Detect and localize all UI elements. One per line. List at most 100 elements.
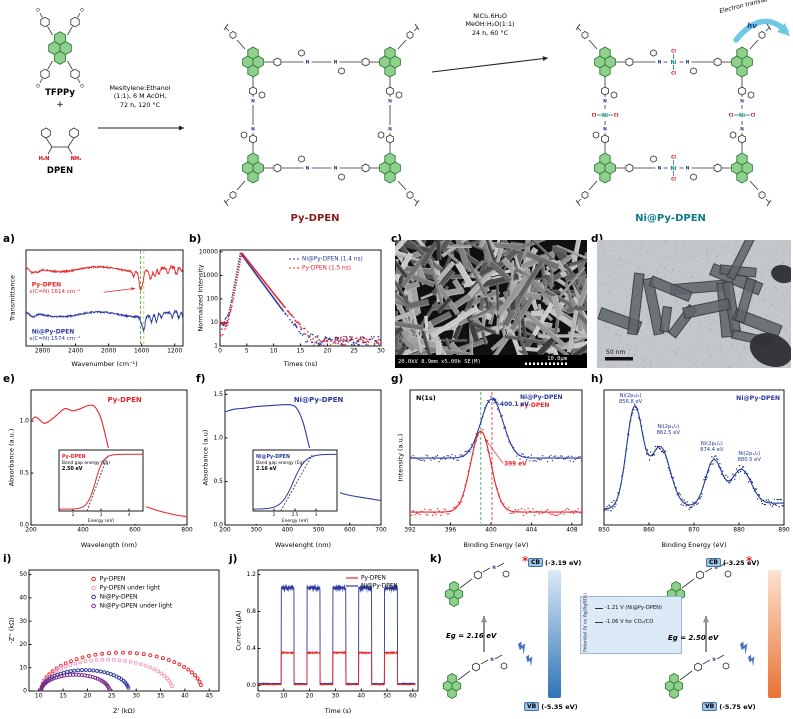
redox-potential-box: Potential (V vs Ag/AgNO₃) -1.21 V (Ni@Py… [580,593,682,654]
svg-text:Cl: Cl [751,113,756,119]
hv-photon-label: hν [747,22,757,30]
tem-image [597,240,791,368]
svg-text:N: N [251,99,255,105]
photocurrent-chart [232,565,424,715]
svg-text:Cl: Cl [671,71,676,77]
svg-text:N: N [740,127,744,133]
vb-left-chip: VB [524,702,540,711]
pyrene-core [379,152,401,184]
panel-label-f: f) [196,373,206,385]
lightning-bolt-icon [748,654,755,667]
reaction2-condition-line2: MeOH:H₂O(1:1) [465,20,515,29]
ni-py-dpen-product-label: Ni@Py-DPEN [635,213,706,224]
pyrene-core [242,152,264,184]
panel-label-c: c) [391,233,403,245]
lightning-bolt-icon [518,641,526,655]
dpen-label: DPEN [46,166,74,176]
svg-text:N: N [658,60,662,66]
potential-level-ni-text: -1.21 V (Ni@Py-DPEN) [605,605,663,611]
pyrene-core [731,46,753,78]
svg-text:Cl: Cl [592,113,597,119]
cb-left-value: (-3.19 eV) [544,558,582,567]
svg-text:Ni: Ni [671,166,677,172]
svg-text:Cl: Cl [671,49,676,55]
svg-text:N: N [334,60,338,66]
sem-image [395,240,587,368]
svg-text:Ni: Ni [602,113,608,119]
pyrene-core [48,31,72,65]
level-tick-2 [595,621,603,623]
svg-text:N: N [334,166,338,172]
vb-left-value: (-5.35 eV) [541,702,578,711]
reaction1-conditions: Mesitylene:Ethanol (1:1), 6 M AcOH, 72 h… [94,84,186,109]
svg-text:N: N [306,166,310,172]
svg-text:O: O [80,7,84,13]
vb-right: VB (-5.75 eV) [702,702,756,711]
svg-text:N: N [251,127,255,133]
lightning-bolt-icon [740,641,748,655]
svg-text:N: N [388,127,392,133]
svg-text:N: N [388,99,392,105]
svg-text:N: N [686,166,690,172]
svg-text:N: N [712,657,715,662]
svg-text:O: O [36,7,40,13]
level-tick-1 [595,607,603,609]
svg-text:N: N [492,565,495,570]
vb-right-value: (-5.75 eV) [719,702,756,711]
ftir-spectra-chart [6,246,188,368]
panel-label-i: i) [3,553,12,565]
panel-label-a: a) [3,233,15,245]
reaction2-condition-line1: NiCl₂.6H₂O [473,12,507,20]
svg-text:NH₂: NH₂ [71,156,82,162]
pyrene-core [594,152,616,184]
potential-level-co2-text: -1.06 V for CO₂/CO [605,619,654,625]
tfppy-label: TFPPy [45,88,75,98]
cb-left: CB (-3.19 eV) [528,558,581,567]
xps-ni2p-chart [594,385,790,549]
svg-text:Ni: Ni [739,113,745,119]
excited-state-asterisk-right: * [746,554,753,568]
svg-text:H₂N: H₂N [39,156,50,162]
panel-label-g: g) [391,373,404,385]
svg-text:N: N [686,60,690,66]
bandgap-left-label: Eg = 2.16 eV [446,632,497,640]
plus-sign: + [56,100,64,110]
pyrene-core [594,46,616,78]
pyrene-core [442,672,462,700]
panel-label-j: j) [229,553,238,565]
vb-right-chip: VB [702,702,718,711]
svg-text:N: N [658,166,662,172]
ni-py-dpen-excitation-graphic: NN [442,562,533,700]
potential-level-co2: -1.06 V for CO₂/CO [595,619,679,625]
py-dpen-product-label: Py-DPEN [290,213,340,224]
svg-text:N: N [714,565,717,570]
fluorescence-decay-chart [194,246,386,368]
reaction2-conditions: NiCl₂.6H₂O MeOH:H₂O(1:1) 24 h, 60 °C [434,12,546,37]
svg-text:Cl: Cl [671,177,676,183]
xps-n1s-chart [394,385,588,549]
panel-label-b: b) [189,233,202,245]
vb-left: VB (-5.35 eV) [524,702,578,711]
svg-text:N: N [603,127,607,133]
bandgap-right-label: Eg = 2.50 eV [668,634,719,642]
reaction2-condition-line3: 24 h, 60 °C [471,28,509,37]
lightning-bolt-icon [526,654,533,667]
svg-text:N: N [740,99,744,105]
eis-nyquist-chart [5,565,225,715]
svg-text:N: N [306,60,310,66]
svg-text:O: O [36,84,40,90]
reaction1-condition-line1: Mesitylene:Ethanol [109,84,171,92]
tauc-ni-py-dpen-inset [244,448,340,524]
pyrene-core [731,152,753,184]
cb-right-value: (-3.25 eV) [722,558,760,567]
excited-state-asterisk-left: * [522,554,529,568]
pyrene-core [444,580,464,608]
pyrene-core [242,46,264,78]
pyrene-core [379,46,401,78]
panel-label-k: k) [430,553,442,565]
ni-band-gap-bar [548,570,561,698]
svg-text:Ni: Ni [671,60,677,66]
